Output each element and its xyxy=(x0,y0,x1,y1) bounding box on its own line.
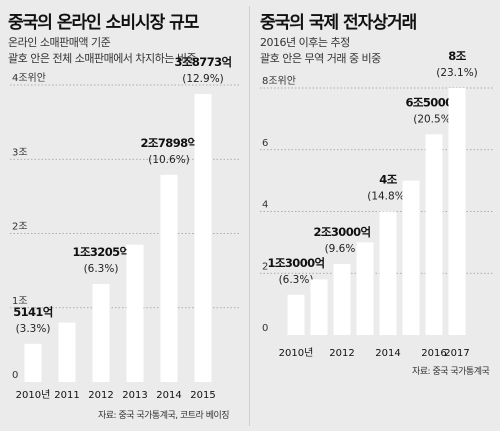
x-tick-label: 2012 xyxy=(88,390,113,401)
bar-share-label: (6.3%) xyxy=(279,274,314,286)
right-chart-subtitle: 2016년 이후는 추정 xyxy=(260,36,350,49)
y-tick-label: 8조위안 xyxy=(262,74,296,87)
bar xyxy=(194,94,212,382)
y-tick-label: 0 xyxy=(262,323,268,334)
bar-share-label: (10.6%) xyxy=(148,154,190,166)
x-tick-label: 2015 xyxy=(190,390,215,401)
left-chart-panel: 중국의 온라인 소비시장 규모 온라인 소매판매액 기준 괄호 안은 전체 소매… xyxy=(0,0,249,431)
x-tick-label: 2010년 xyxy=(16,389,51,401)
bar-value-label: 3조8773억 xyxy=(175,55,232,69)
x-tick-label: 2013 xyxy=(122,390,147,401)
left-chart-subtitle-2: 괄호 안은 전체 소매판매에서 차지하는 비중 xyxy=(8,52,197,65)
x-tick-label: 2016 xyxy=(421,348,446,359)
right-chart-subtitle-2: 괄호 안은 무역 거래 중 비중 xyxy=(260,52,381,65)
right-chart-title: 중국의 국제 전자상거래 xyxy=(260,13,417,33)
left-bar-chart: 0 1조 2조 3조 4조위안 2010년 5141억 (3.3%) 2011 2012 1조320… xyxy=(10,55,240,401)
bar-share-label: (14.8%) xyxy=(367,191,409,203)
bar xyxy=(92,283,110,382)
x-tick-label: 2014 xyxy=(375,348,400,359)
bar xyxy=(448,88,466,335)
bar-share-label: (6.3%) xyxy=(84,263,119,275)
bar-value-label: 8조 xyxy=(448,49,466,63)
bar xyxy=(24,343,42,382)
bar xyxy=(333,263,351,335)
x-tick-label: 2014 xyxy=(156,390,181,401)
bar xyxy=(160,174,178,382)
left-chart-title: 중국의 온라인 소비시장 규모 xyxy=(8,13,199,33)
y-tick-label: 2조 xyxy=(12,222,28,233)
y-tick-label: 3조 xyxy=(12,147,28,158)
bar xyxy=(310,279,328,335)
bar-value-label: 2조3000억 xyxy=(314,225,371,239)
bar xyxy=(379,211,397,335)
bar-value-label: 5141억 xyxy=(13,305,53,319)
bar-value-label: 1조3000억 xyxy=(268,256,325,270)
bar xyxy=(356,242,374,335)
x-tick-label: 2011 xyxy=(54,390,79,401)
bar xyxy=(126,244,144,382)
x-tick-label: 2010년 xyxy=(279,347,314,359)
bar-share-label: (20.5%) xyxy=(413,113,455,125)
left-chart-source: 자료: 중국 국가통계국, 코트라 베이징 xyxy=(98,411,230,421)
left-chart-subtitle: 온라인 소매판매액 기준 xyxy=(8,36,111,49)
bar-value-label: 4조 xyxy=(379,173,397,187)
bar xyxy=(402,180,420,335)
y-tick-label: 2 xyxy=(262,261,268,272)
x-tick-label: 2012 xyxy=(329,348,354,359)
right-chart-source: 자료: 중국 국가통계국 xyxy=(412,367,490,377)
bar-share-label: (3.3%) xyxy=(16,323,51,335)
bar xyxy=(425,134,443,335)
y-tick-label: 6 xyxy=(262,138,268,149)
bar xyxy=(58,322,76,382)
y-tick-label: 4조위안 xyxy=(12,71,46,84)
bar-share-label: (12.9%) xyxy=(182,73,224,85)
y-tick-label: 4 xyxy=(262,200,268,211)
bar xyxy=(287,294,305,335)
bar-share-label: (9.6%) xyxy=(325,243,360,255)
panel-divider xyxy=(249,6,250,426)
x-tick-label: 2017 xyxy=(444,348,469,359)
bar-share-label: (23.1%) xyxy=(436,67,478,79)
right-bar-chart: 0 2 4 6 8조위안 2010년 1조3000억 (6.3%) 2012 2조3000억 (9.… xyxy=(260,49,494,359)
bar-value-label: 2조7898억 xyxy=(141,136,198,150)
y-tick-label: 1조 xyxy=(12,296,28,307)
y-tick-label: 0 xyxy=(12,370,18,381)
right-chart-panel: 중국의 국제 전자상거래 2016년 이후는 추정 괄호 안은 무역 거래 중 … xyxy=(250,0,500,431)
bar-value-label: 1조3205억 xyxy=(73,245,130,259)
